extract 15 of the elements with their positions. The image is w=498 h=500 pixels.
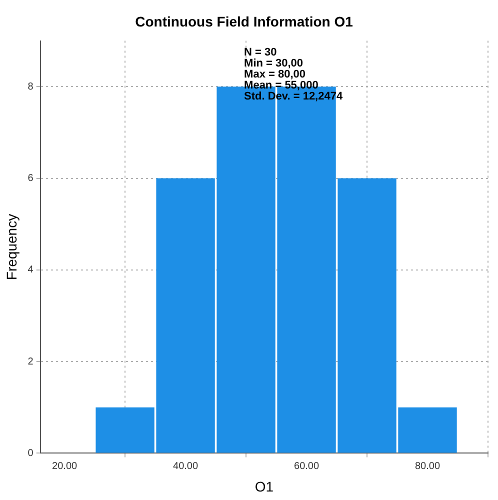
annotation: Max = 80,00 [244, 68, 306, 80]
y-tick-label: 4 [28, 264, 34, 276]
x-tick-label: 40.00 [173, 460, 198, 472]
y-axis-title: Frequency [3, 214, 20, 280]
x-tick-label: 80.00 [414, 460, 440, 472]
annotation: N = 30 [244, 46, 277, 58]
y-tick-label: 8 [28, 81, 34, 92]
y-tick-label: 6 [28, 173, 34, 184]
x-tick-label: 60.00 [294, 460, 320, 472]
chart-title: Continuous Field Information O1 [135, 13, 354, 30]
x-axis-title: O1 [254, 478, 274, 494]
annotation: Min = 30,00 [244, 57, 304, 70]
x-tick-label: 20.00 [52, 460, 78, 472]
y-tick-label: 0 [28, 448, 34, 459]
y-tick-label: 2 [28, 356, 34, 368]
